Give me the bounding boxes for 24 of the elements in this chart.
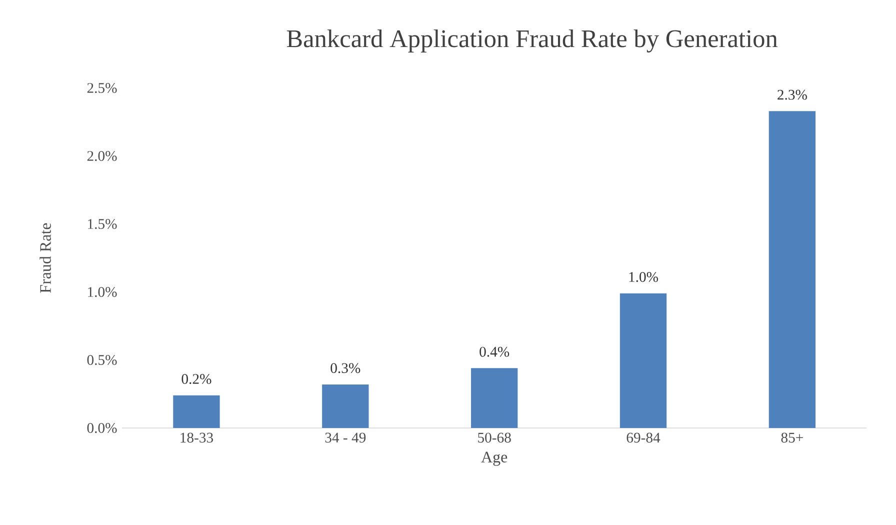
data-label: 0.2%: [182, 374, 212, 384]
data-label: 2.3%: [778, 90, 807, 100]
bar: [768, 111, 816, 428]
y-tick-label: 2.0%: [87, 151, 117, 161]
data-label: 1.0%: [629, 272, 658, 282]
y-tick-label: 0.0%: [87, 423, 117, 433]
chart-title: Bankcard Application Fraud Rate by Generation: [286, 29, 778, 53]
x-tick-label: 69-84: [626, 432, 660, 443]
data-label: 0.3%: [330, 363, 360, 374]
y-tick-label: 0.5%: [87, 355, 117, 365]
data-label: 0.4%: [480, 346, 510, 357]
y-axis-title: Fraud Rate: [40, 223, 51, 293]
x-axis-title: Age: [481, 452, 508, 466]
y-tick-label: 1.5%: [88, 219, 117, 229]
y-tick-label: 2.5%: [87, 83, 117, 93]
bar: [620, 293, 667, 428]
bar: [322, 384, 369, 428]
x-tick-label: 50-68: [478, 432, 511, 443]
x-tick-label: 85+: [781, 432, 803, 443]
bar: [173, 395, 220, 428]
bar: [471, 368, 518, 428]
x-tick-label: 34 - 49: [325, 432, 366, 443]
y-tick-label: 1.0%: [88, 287, 117, 297]
x-tick-label: 18-33: [180, 432, 213, 443]
